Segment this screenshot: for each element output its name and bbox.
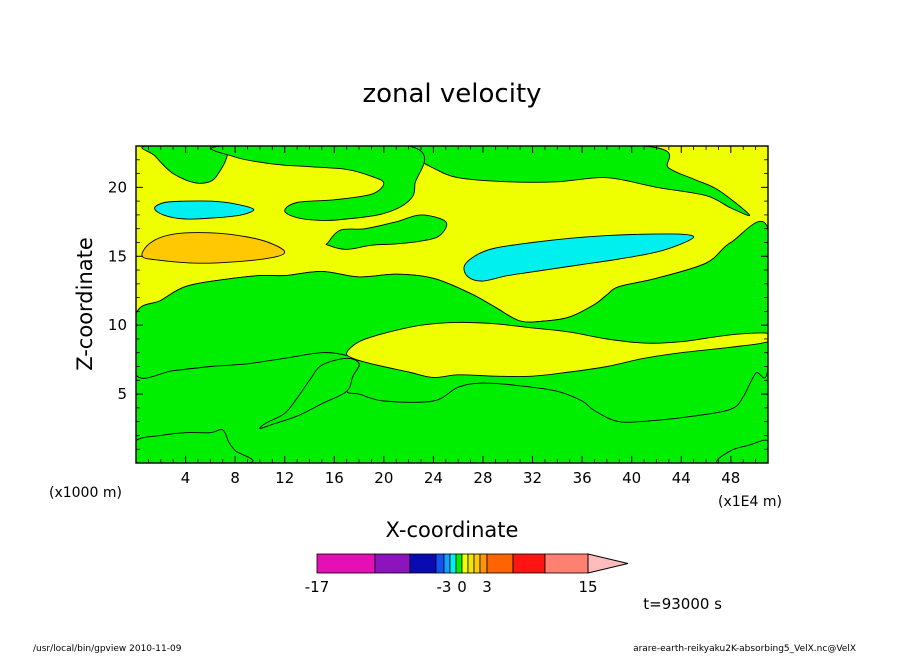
colorbar-bin [374,553,411,574]
x-tick-label: 16 [325,469,344,487]
colorbar [316,553,629,574]
x-unit-label: (x1E4 m) [718,494,782,510]
colorbar-tick-label: 15 [578,578,597,596]
time-label: t=93000 s [643,595,722,613]
colorbar-bin [467,553,475,574]
x-tick-label: 4 [181,469,191,487]
colorbar-tick-label: -3 [437,578,452,596]
region-green-mid-island [325,214,448,250]
contour-regions [136,146,768,463]
region-cyan-blob-right [463,233,695,282]
x-tick-label: 36 [573,469,592,487]
colorbar-bin [512,553,546,574]
colorbar-bin [544,553,589,574]
plot-frame [135,145,769,464]
y-axis-label: Z-coordinate [73,237,97,371]
x-tick-label: 8 [230,469,240,487]
footer-left: /usr/local/bin/gpview 2010-11-09 [33,644,182,654]
region-green-top-center [210,146,425,221]
colorbar-bin [449,553,457,574]
y-tick-label: 15 [108,247,127,265]
colorbar-bin [479,553,488,574]
colorbar-bin [316,553,376,574]
y-tick-label: 10 [108,316,127,334]
y-axis-ticks: 5 10 15 20 [108,159,768,450]
region-orange-blob-left [141,232,286,264]
x-tick-label: 28 [473,469,492,487]
footer-right: arare-earth-reikyaku2K-absorbing5_VelX.n… [633,644,856,654]
region-yellow-lens-middle [346,321,768,378]
colorbar-bin [435,553,445,574]
x-tick-label: 44 [672,469,691,487]
x-tick-label: 24 [424,469,443,487]
region-green-top-left [141,146,228,184]
region-green-top-right [391,146,750,217]
colorbar-tick-label: 0 [457,578,467,596]
colorbar-ticks: -17 -3 0 3 15 [305,578,598,596]
y-tick-label: 20 [108,178,127,196]
region-cyan-blob-upper-left [154,200,255,220]
x-tick-label: 40 [622,469,641,487]
x-axis-ticks: 4 8 12 16 20 24 28 32 36 40 44 48 [147,146,757,487]
x-tick-label: 32 [523,469,542,487]
colorbar-bin [486,553,514,574]
colorbar-tick-label: 3 [482,578,492,596]
colorbar-bin [461,553,469,574]
chart-title: zonal velocity [362,79,541,109]
region-green-bottom-left [136,429,254,463]
colorbar-bin [443,553,451,574]
colorbar-arrow [587,553,629,574]
x-tick-label: 12 [275,469,294,487]
y-unit-label: (x1000 m) [49,485,122,501]
colorbar-bin [455,553,463,574]
y-tick-label: 5 [117,385,127,403]
colorbar-tick-label: -17 [305,578,330,596]
x-axis-label: X-coordinate [386,518,519,542]
region-green-lower-blob [259,357,360,429]
x-tick-label: 20 [374,469,393,487]
region-green-bottom-right [716,439,768,463]
colorbar-bin [473,553,481,574]
colorbar-bin [409,553,437,574]
x-tick-label: 48 [721,469,740,487]
